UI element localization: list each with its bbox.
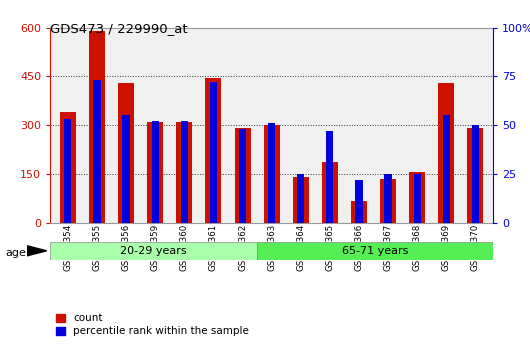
Bar — [263, 125, 280, 223]
Bar — [257, 241, 493, 260]
Bar — [60, 112, 76, 223]
Bar — [64, 119, 72, 223]
Bar — [351, 201, 367, 223]
Bar — [380, 179, 396, 223]
Bar — [93, 80, 101, 223]
Bar — [322, 162, 338, 223]
Bar — [181, 121, 188, 223]
Text: 65-71 years: 65-71 years — [342, 246, 408, 256]
Bar — [384, 174, 392, 223]
Bar — [355, 180, 363, 223]
Bar — [234, 128, 251, 223]
Text: age: age — [5, 248, 26, 257]
Bar — [467, 128, 483, 223]
Legend: count, percentile rank within the sample: count, percentile rank within the sample — [56, 313, 249, 336]
Bar — [50, 241, 257, 260]
Text: GDS473 / 229990_at: GDS473 / 229990_at — [50, 22, 188, 36]
Bar — [293, 177, 309, 223]
Bar — [438, 83, 454, 223]
Bar — [176, 122, 192, 223]
Bar — [443, 115, 450, 223]
Bar — [152, 121, 159, 223]
Bar — [239, 129, 246, 223]
Bar — [268, 123, 275, 223]
Bar — [206, 78, 222, 223]
Bar — [472, 125, 479, 223]
Bar — [89, 31, 105, 223]
Bar — [297, 174, 304, 223]
Bar — [147, 122, 163, 223]
Bar — [409, 172, 425, 223]
Bar — [326, 131, 333, 223]
Bar — [118, 83, 134, 223]
Bar — [210, 82, 217, 223]
Bar — [413, 174, 421, 223]
Text: 20-29 years: 20-29 years — [120, 246, 187, 256]
Bar — [122, 115, 130, 223]
Polygon shape — [26, 246, 47, 256]
